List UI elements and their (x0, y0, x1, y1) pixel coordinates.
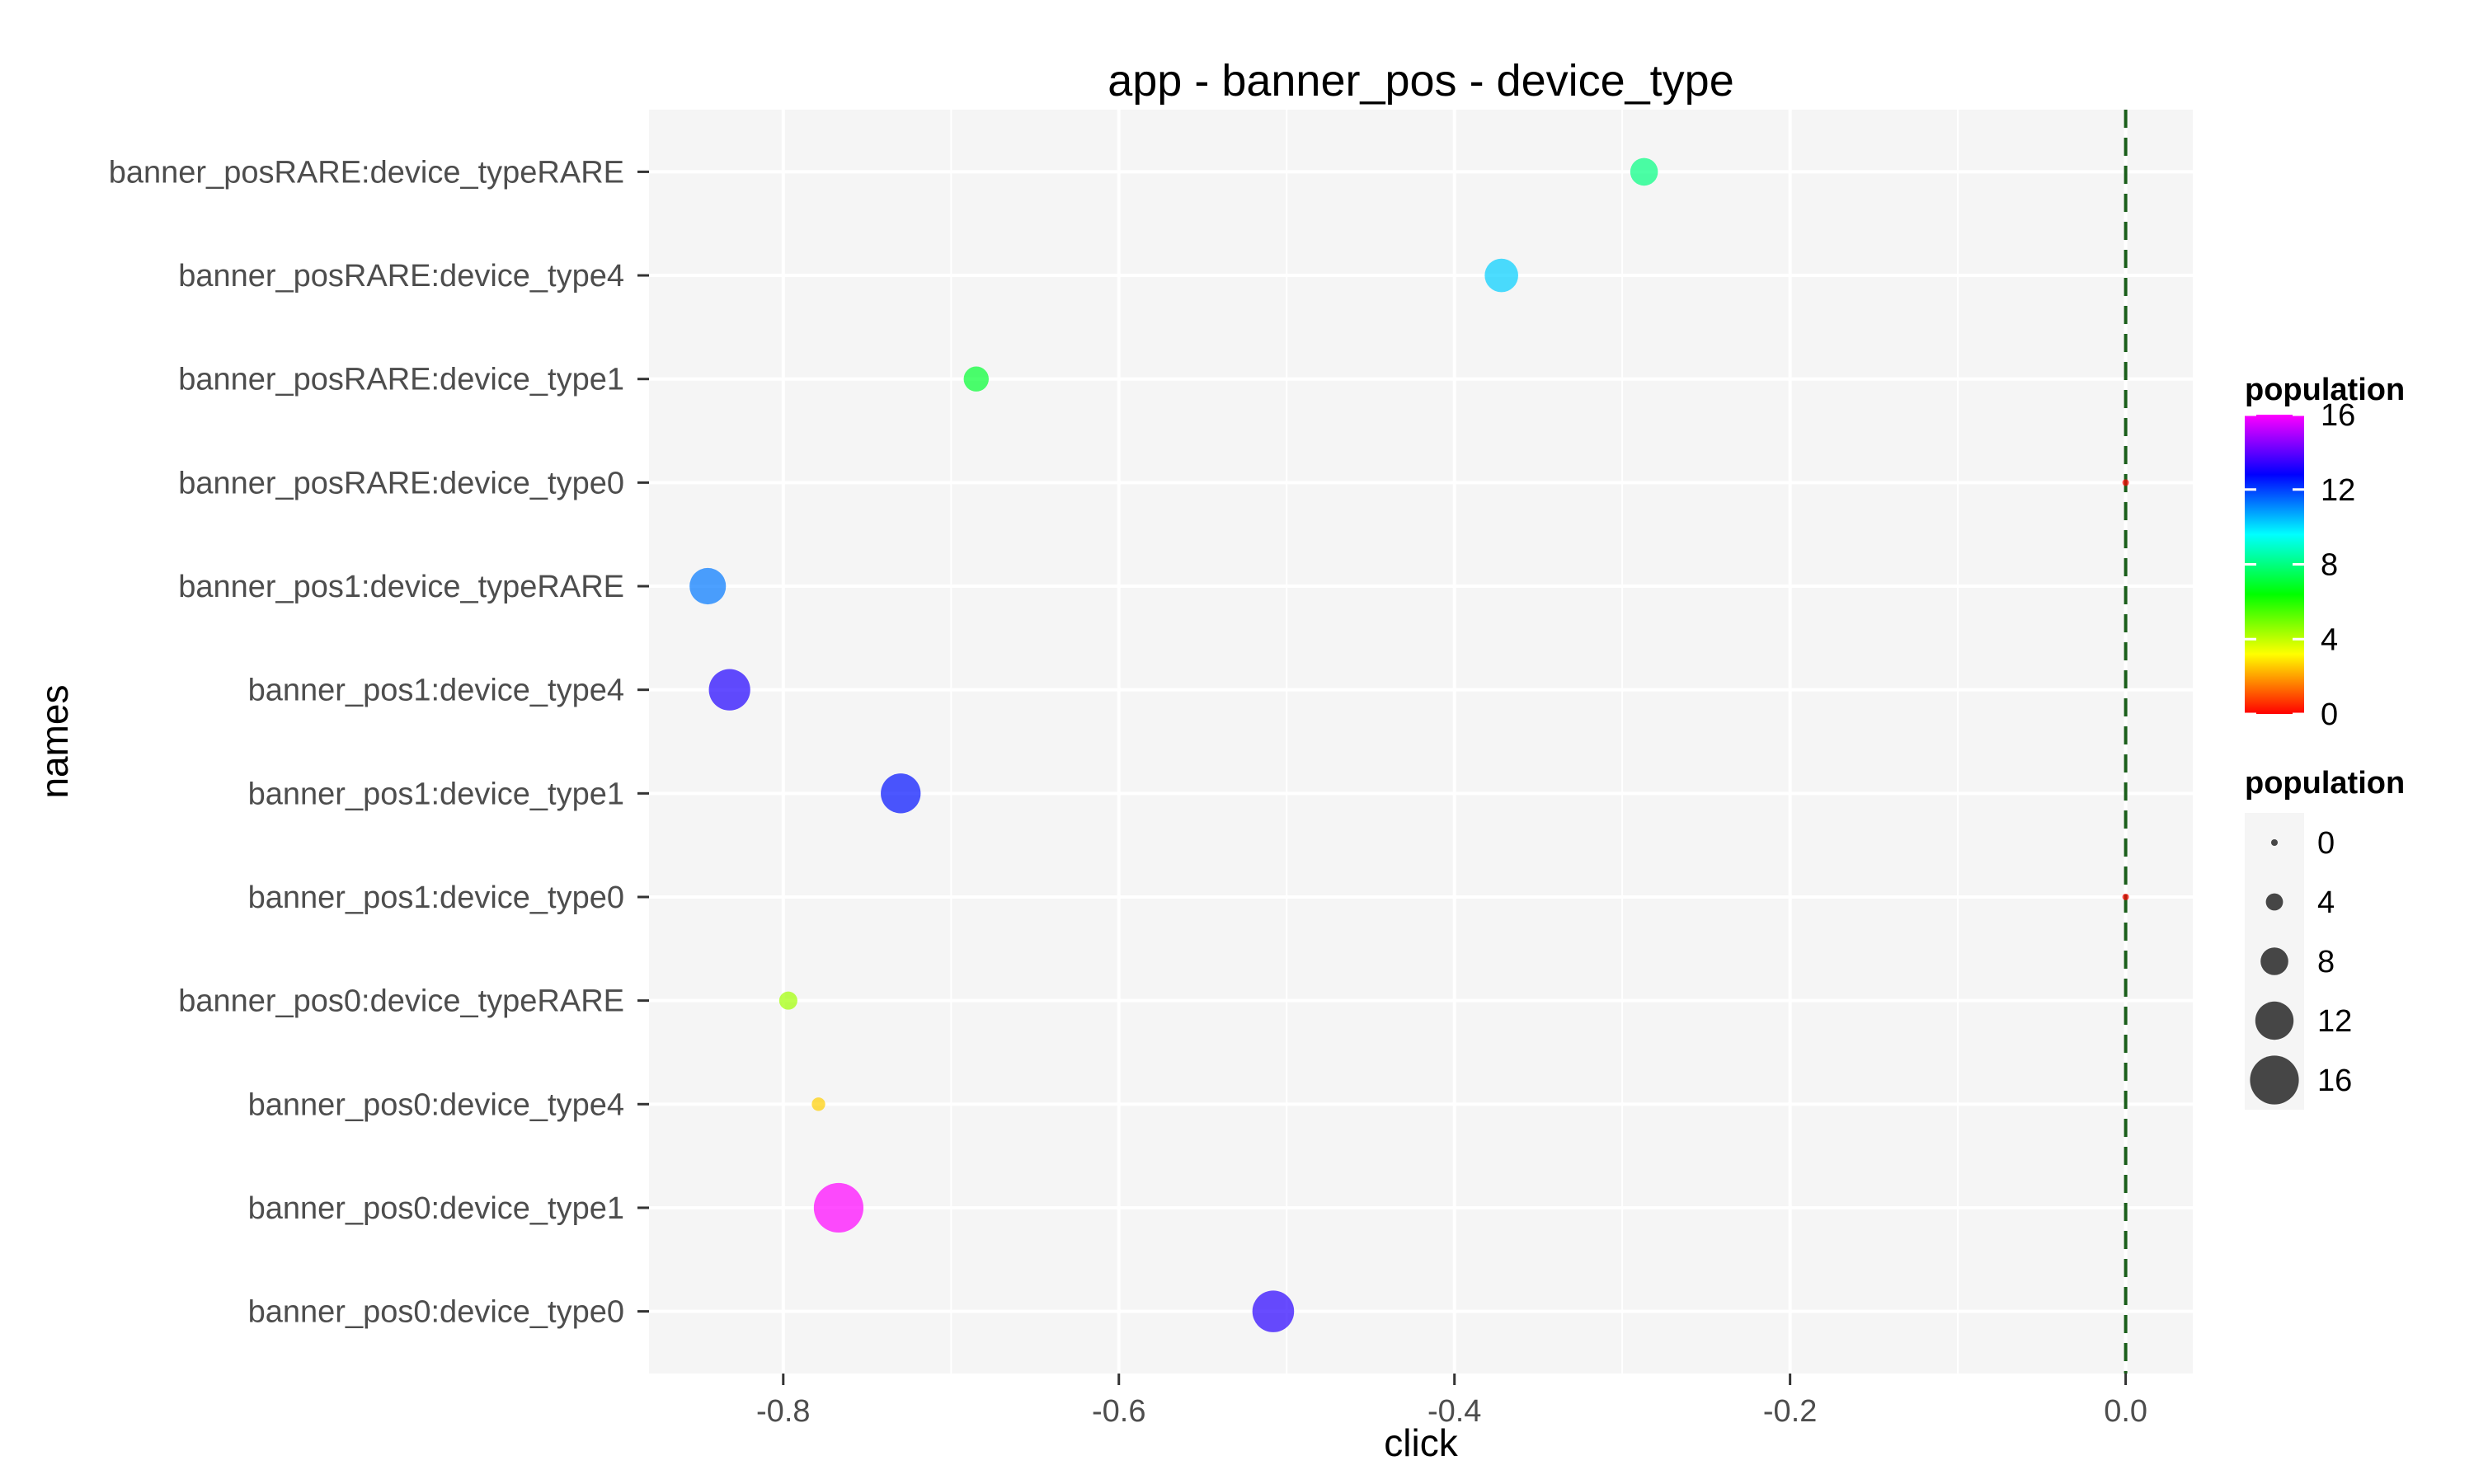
data-point (2122, 893, 2129, 900)
color-legend-label: 16 (2321, 398, 2355, 433)
y-tick-label: banner_posRARE:device_typeRARE (109, 155, 624, 190)
y-tick-label: banner_pos1:device_typeRARE (178, 570, 624, 604)
size-legend-title: population (2245, 766, 2405, 801)
data-point (708, 669, 750, 711)
x-tick-label: -0.2 (1763, 1394, 1817, 1429)
color-legend-title: population (2245, 373, 2405, 407)
y-axis: banner_posRARE:device_typeRARE banner_pos… (109, 155, 649, 1330)
y-tick-label: banner_posRARE:device_type0 (178, 466, 624, 500)
data-point (689, 567, 727, 605)
size-legend-label: 12 (2317, 1004, 2352, 1039)
size-legend: population 0 4 8 12 16 (2245, 766, 2405, 1110)
color-legend-label: 4 (2321, 622, 2338, 657)
size-legend-symbol (2265, 893, 2284, 911)
y-tick-label: banner_pos0:device_type1 (248, 1191, 624, 1226)
color-legend-label: 12 (2321, 473, 2355, 508)
data-point (881, 773, 921, 814)
data-point (1252, 1290, 1295, 1332)
color-legend: population 16 12 8 4 0 (2245, 373, 2405, 732)
size-legend-label: 8 (2317, 945, 2335, 979)
chart-title: app - banner_pos - device_type (1108, 56, 1734, 106)
data-point (963, 366, 989, 392)
x-tick-label: -0.6 (1092, 1394, 1145, 1429)
y-tick-label: banner_pos1:device_type1 (248, 777, 624, 811)
y-axis-title: names (33, 684, 76, 798)
x-tick-label: -0.8 (756, 1394, 810, 1429)
data-point (1484, 258, 1518, 293)
plot-panel (649, 110, 2193, 1374)
size-legend-symbol (2271, 839, 2278, 846)
y-tick-label: banner_pos1:device_type4 (248, 674, 624, 708)
size-legend-label: 16 (2317, 1064, 2352, 1098)
data-point (813, 1182, 864, 1233)
data-point (2122, 479, 2129, 486)
color-legend-label: 0 (2321, 697, 2338, 732)
y-tick-label: banner_pos0:device_typeRARE (178, 984, 624, 1019)
data-points (689, 157, 2129, 1332)
x-tick-label: 0.0 (2104, 1394, 2147, 1429)
data-point (778, 991, 797, 1010)
x-tick-label: -0.4 (1427, 1394, 1481, 1429)
data-point (1630, 157, 1658, 186)
data-point (811, 1097, 825, 1111)
color-legend-label: 8 (2321, 548, 2338, 583)
size-legend-symbol (2255, 1001, 2294, 1040)
x-axis-title: click (1384, 1421, 1458, 1464)
y-tick-label: banner_pos0:device_type4 (248, 1087, 624, 1122)
size-legend-label: 4 (2317, 885, 2335, 920)
size-legend-symbol (2260, 947, 2288, 975)
size-legend-symbol (2250, 1055, 2299, 1105)
y-tick-label: banner_pos1:device_type0 (248, 881, 624, 915)
y-tick-label: banner_posRARE:device_type4 (178, 259, 624, 294)
y-tick-label: banner_posRARE:device_type1 (178, 363, 624, 397)
size-legend-label: 0 (2317, 826, 2335, 861)
y-tick-label: banner_pos0:device_type0 (248, 1295, 624, 1330)
x-axis: -0.8 -0.6 -0.4 -0.2 0.0 (756, 1374, 2147, 1429)
